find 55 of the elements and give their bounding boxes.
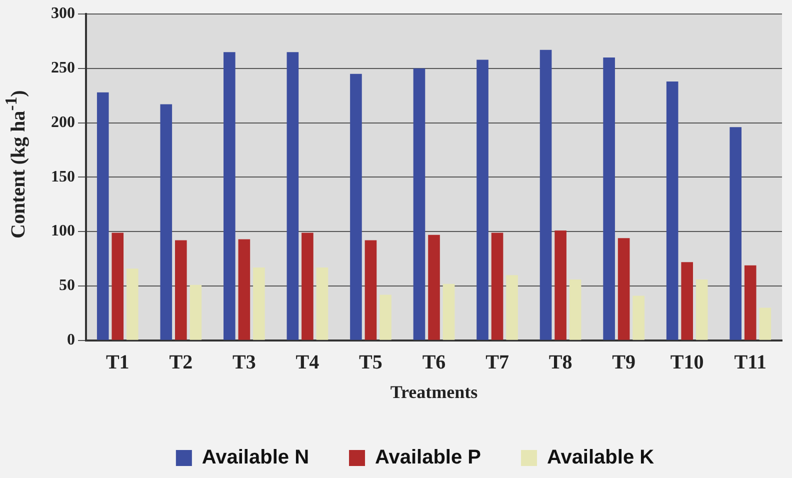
bar — [618, 238, 630, 340]
bar — [380, 294, 392, 340]
bar — [554, 230, 566, 340]
x-tick-label: T11 — [734, 352, 766, 374]
bar — [476, 60, 488, 340]
x-tick-label: T1 — [106, 352, 130, 374]
legend-label: Available P — [375, 446, 481, 469]
y-tick-label: 100 — [51, 222, 75, 240]
y-tick-label: 50 — [59, 277, 75, 294]
y-tick-label: 200 — [51, 114, 75, 131]
bar — [730, 127, 742, 340]
bar — [759, 308, 772, 340]
bar — [112, 232, 124, 340]
bar — [238, 239, 250, 340]
bar — [632, 296, 644, 340]
bar — [253, 268, 265, 340]
bar — [126, 268, 138, 340]
bar — [428, 234, 440, 340]
bar — [350, 74, 362, 340]
bar — [666, 81, 678, 340]
x-tick-label: T9 — [612, 352, 636, 374]
bar — [442, 284, 455, 340]
x-tick-label: T10 — [670, 352, 704, 374]
x-axis-title: Treatments — [390, 382, 478, 402]
bar — [224, 52, 236, 340]
bar — [569, 279, 582, 340]
bar — [286, 52, 299, 340]
legend-label: Available N — [202, 446, 310, 469]
y-tick-label: 300 — [51, 5, 75, 22]
bar — [175, 240, 187, 340]
bar — [364, 240, 377, 340]
bar — [491, 232, 504, 340]
bar — [506, 275, 518, 340]
y-tick-label: 150 — [51, 168, 75, 186]
bar — [316, 268, 328, 340]
x-tick-label: T5 — [359, 352, 382, 374]
y-tick-label: 0 — [67, 332, 75, 349]
bar — [603, 58, 615, 340]
bar — [540, 50, 552, 340]
bar — [96, 92, 109, 340]
bar — [160, 104, 172, 340]
x-tick-label: T6 — [422, 352, 446, 374]
x-tick-label: T4 — [296, 352, 320, 374]
x-tick-label: T3 — [232, 352, 256, 374]
bar — [681, 262, 693, 340]
bar — [302, 232, 314, 340]
y-tick-label: 250 — [51, 60, 75, 77]
bar — [696, 279, 708, 340]
x-tick-label: T2 — [169, 352, 193, 374]
legend-label: Available K — [546, 446, 655, 469]
bar — [744, 265, 756, 340]
x-tick-label: T7 — [486, 352, 509, 374]
bar — [190, 284, 202, 340]
x-tick-label: T8 — [548, 352, 572, 374]
bar — [413, 68, 426, 340]
